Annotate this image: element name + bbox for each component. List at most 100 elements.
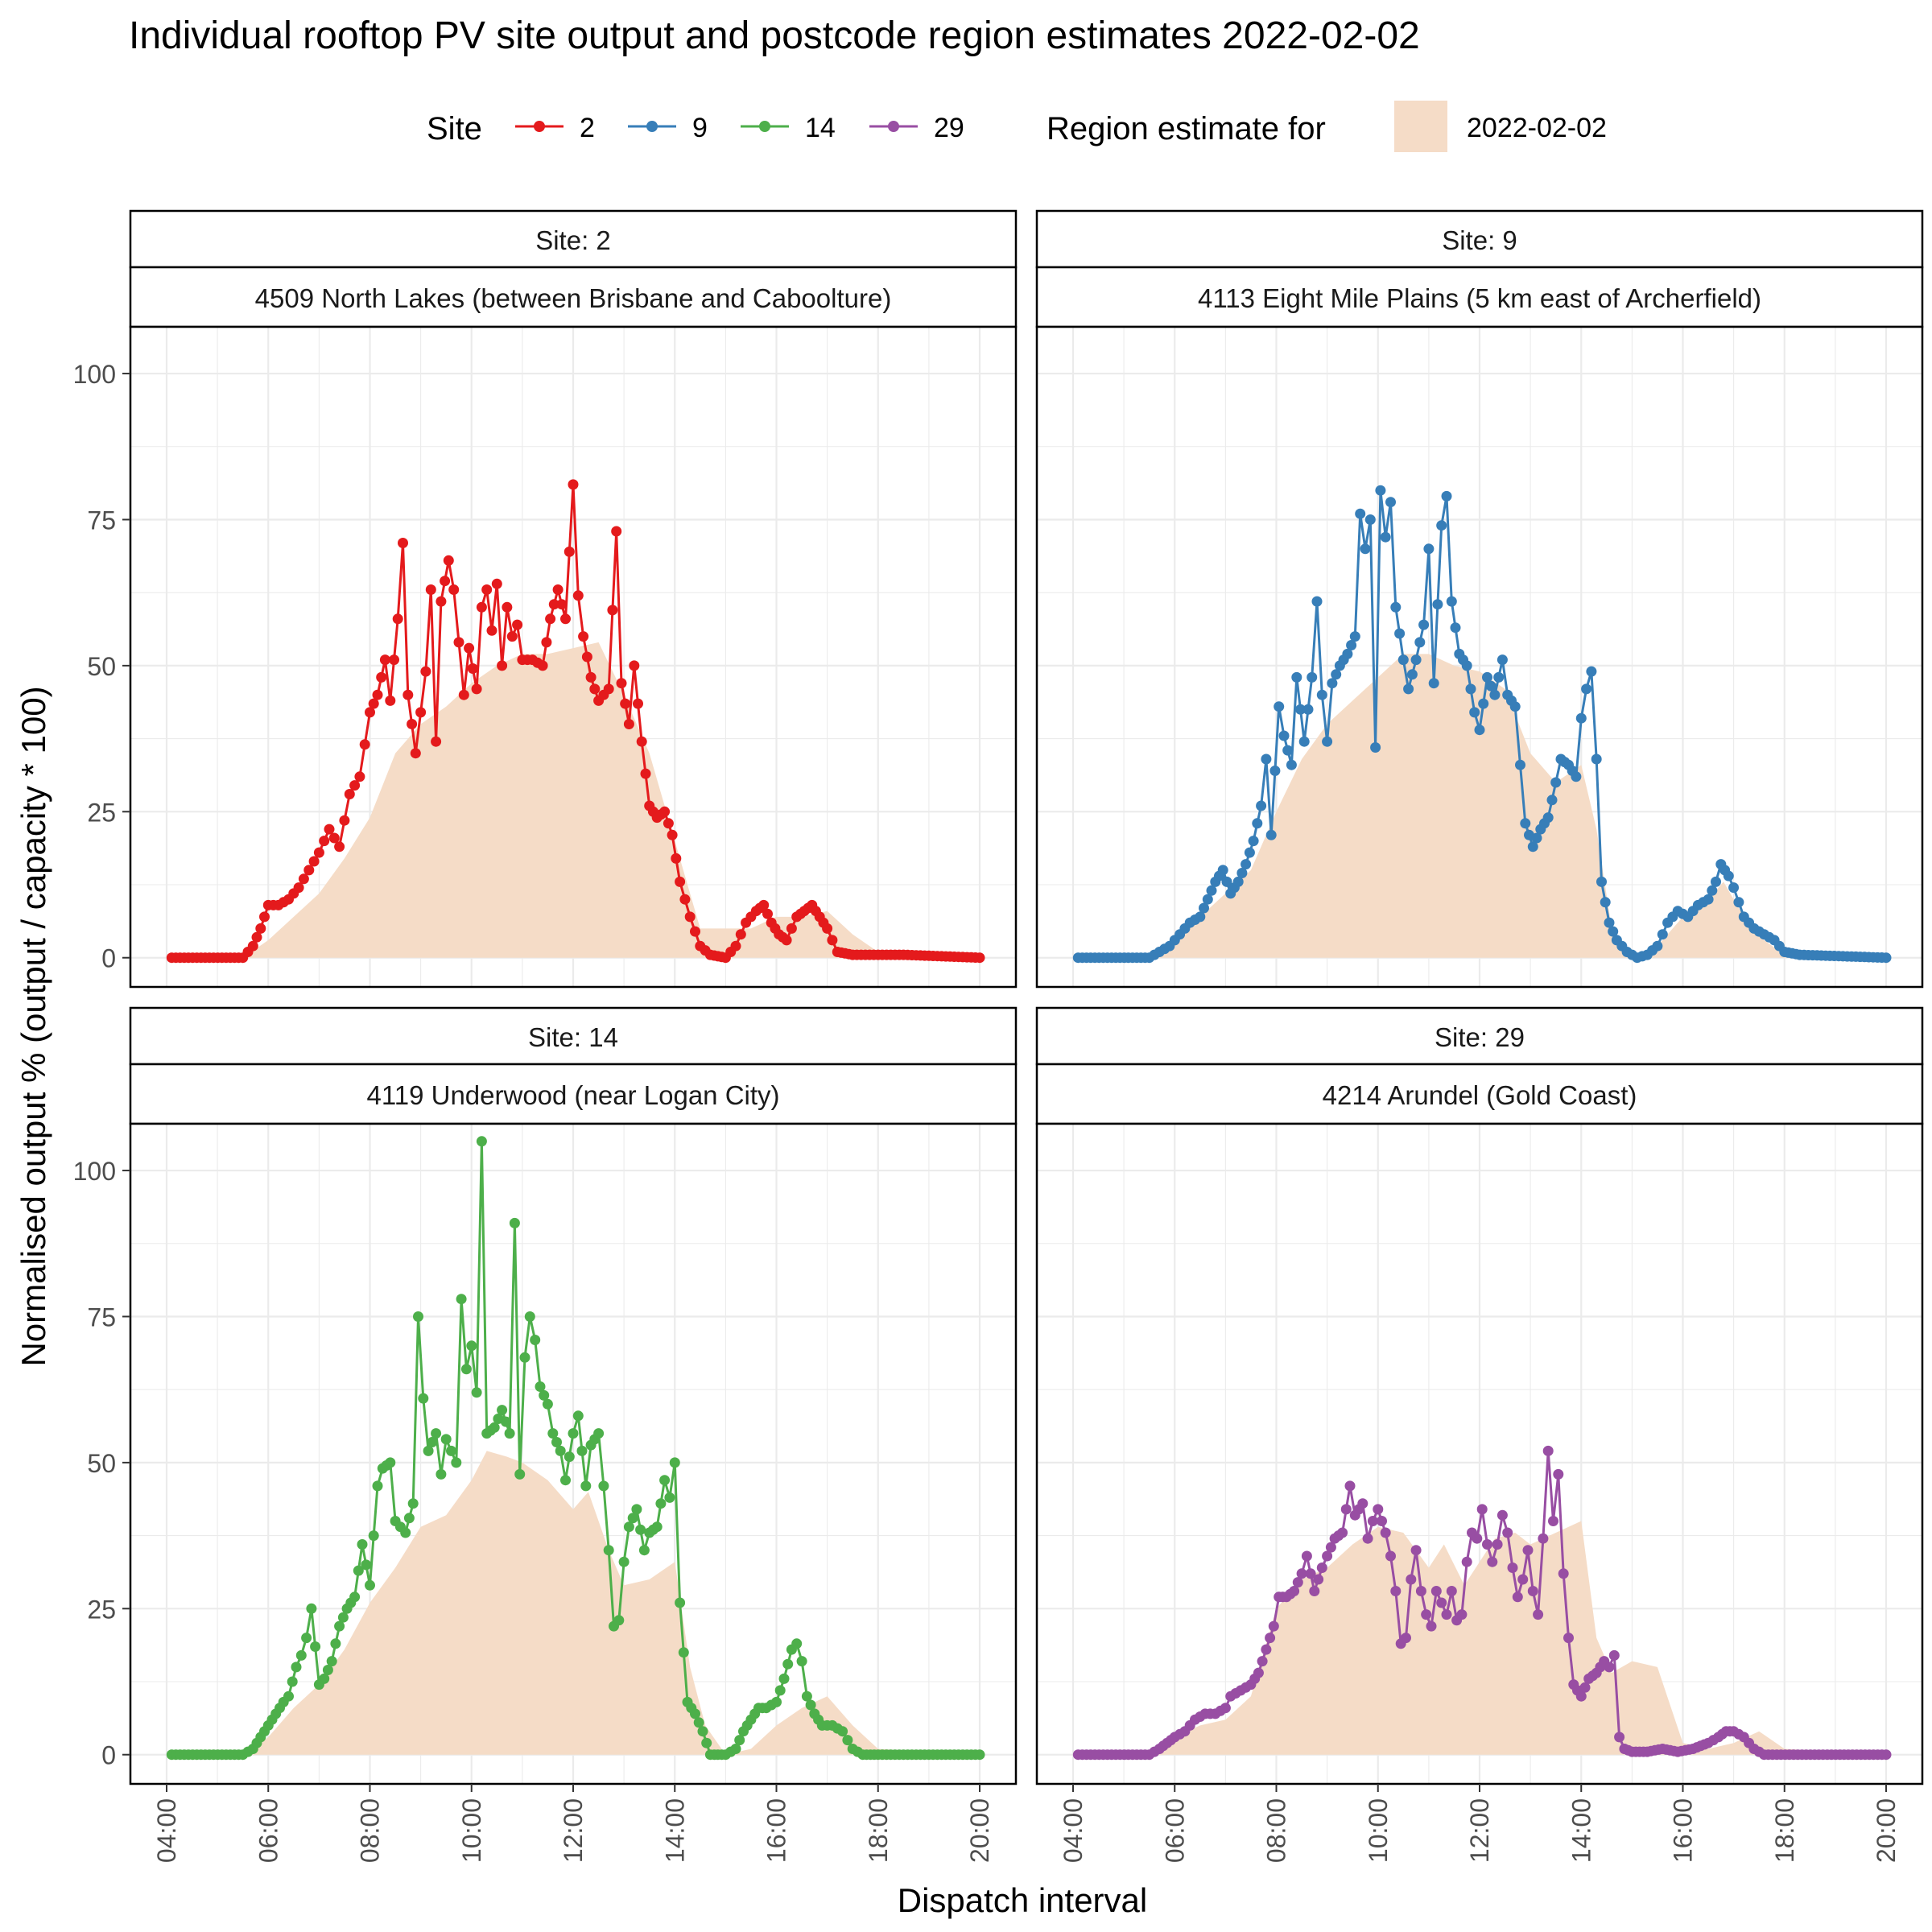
site-output-point xyxy=(827,935,838,946)
site-output-point xyxy=(339,815,350,826)
site-output-point xyxy=(1527,1586,1538,1596)
x-tick-label: 20:00 xyxy=(1872,1798,1901,1863)
site-output-point xyxy=(334,1620,345,1632)
site-output-point xyxy=(551,1437,562,1447)
site-output-point xyxy=(1248,836,1259,847)
site-output-point xyxy=(1261,1644,1272,1655)
site-output-point xyxy=(1723,870,1734,881)
site-output-point xyxy=(1241,859,1252,870)
site-output-point xyxy=(1415,1586,1426,1596)
y-tick-label: 0 xyxy=(101,944,116,973)
site-output-point xyxy=(659,1475,671,1486)
site-output-point xyxy=(618,1556,630,1567)
site-output-point xyxy=(1331,669,1342,680)
site-output-point xyxy=(1199,902,1209,914)
site-output-point xyxy=(326,1656,337,1667)
site-output-point xyxy=(1344,1480,1356,1492)
site-output-point xyxy=(690,926,700,937)
site-output-point xyxy=(542,1398,553,1410)
site-output-point xyxy=(376,671,387,683)
site-output-point xyxy=(1432,599,1443,610)
site-output-point xyxy=(1542,812,1554,824)
site-output-point xyxy=(481,584,493,595)
site-output-point xyxy=(1257,1656,1268,1667)
site-output-point xyxy=(771,1696,782,1707)
site-output-point xyxy=(1414,637,1426,648)
panel-site-14: Site: 14 4119 Underwood (near Logan City)… xyxy=(73,1006,1018,1863)
y-tick-label: 0 xyxy=(101,1741,116,1770)
site-output-point xyxy=(1446,1586,1457,1596)
site-output-point xyxy=(1456,1609,1468,1620)
site-output-point xyxy=(1472,1533,1483,1544)
region-estimate-area xyxy=(1073,654,1886,958)
site-output-point xyxy=(1367,1516,1378,1526)
site-output-point xyxy=(1325,1542,1336,1553)
site-output-point xyxy=(464,642,475,654)
site-output-point xyxy=(353,1565,364,1576)
site-output-point xyxy=(1342,648,1353,659)
site-output-point xyxy=(1410,654,1422,666)
site-output-point xyxy=(679,894,691,905)
panels: Site: 2 4509 North Lakes (between Brisban… xyxy=(73,209,1924,1863)
site-output-point xyxy=(1316,1563,1327,1573)
site-output-point xyxy=(684,911,696,923)
site-output-point xyxy=(620,698,631,709)
region-estimate-area xyxy=(1073,1521,1886,1755)
site-output-point xyxy=(1311,596,1323,607)
site-output-point xyxy=(1579,1682,1591,1693)
site-output-point xyxy=(1357,1498,1368,1509)
site-output-point xyxy=(1385,1550,1396,1562)
site-output-point xyxy=(497,1405,508,1416)
site-output-point xyxy=(697,1726,708,1737)
panel-border xyxy=(129,325,1018,989)
panel-site-29: Site: 29 4214 Arundel (Gold Coast) 04:00 06… xyxy=(1035,1006,1924,1863)
site-output-point xyxy=(675,1597,686,1608)
site-output-point xyxy=(1274,701,1285,712)
site-output-point xyxy=(1307,671,1318,683)
site-output-point xyxy=(1418,619,1430,630)
strip-top-box xyxy=(129,209,1018,269)
site-output-point xyxy=(1265,1633,1276,1644)
site-output-point xyxy=(476,1136,487,1147)
site-output-point xyxy=(1496,654,1508,666)
site-output-point xyxy=(1202,894,1213,905)
site-output-point xyxy=(1397,654,1409,666)
site-output-point xyxy=(1268,1620,1279,1632)
site-output-point xyxy=(1421,1609,1432,1620)
site-output-point xyxy=(467,663,478,674)
site-output-point xyxy=(1474,724,1485,736)
site-output-point xyxy=(1286,759,1297,770)
site-output-point xyxy=(440,576,451,587)
panel-site-9: Site: 9 4113 Eight Mile Plains (5 km east… xyxy=(1035,209,1924,989)
site-output-point xyxy=(389,654,399,666)
site-output-point xyxy=(1316,689,1327,700)
site-output-point xyxy=(1485,680,1496,691)
site-output-point xyxy=(1446,596,1457,607)
site-output-point xyxy=(607,605,618,616)
site-output-point xyxy=(1295,704,1306,715)
site-output-point xyxy=(259,911,270,923)
site-output-point xyxy=(1390,1586,1402,1596)
site-output-point xyxy=(322,1665,333,1675)
site-output-point xyxy=(1236,868,1248,878)
site-output-point xyxy=(1406,669,1418,680)
site-output-point xyxy=(690,1708,700,1719)
site-output-point xyxy=(497,660,508,671)
site-output-point xyxy=(568,1428,579,1439)
legend-entry-site-9: 9 xyxy=(628,113,708,143)
strip-bottom-label: 4214 Arundel (Gold Coast) xyxy=(1323,1080,1637,1110)
site-output-point xyxy=(611,526,622,537)
site-output-point xyxy=(509,1217,520,1228)
site-output-point xyxy=(636,736,647,747)
strip-top-box xyxy=(1035,1006,1924,1066)
site-output-point xyxy=(1360,543,1371,555)
site-output-point xyxy=(629,660,640,671)
site-output-point xyxy=(613,1615,625,1626)
legend-site-title: Site xyxy=(427,111,482,147)
strip-top-label: Site: 14 xyxy=(528,1022,618,1052)
site-output-point xyxy=(1548,1516,1558,1526)
site-output-point xyxy=(842,1735,853,1746)
site-output-point xyxy=(1550,777,1562,788)
site-output-point xyxy=(1436,520,1447,531)
x-tick-label: 10:00 xyxy=(1364,1798,1393,1863)
